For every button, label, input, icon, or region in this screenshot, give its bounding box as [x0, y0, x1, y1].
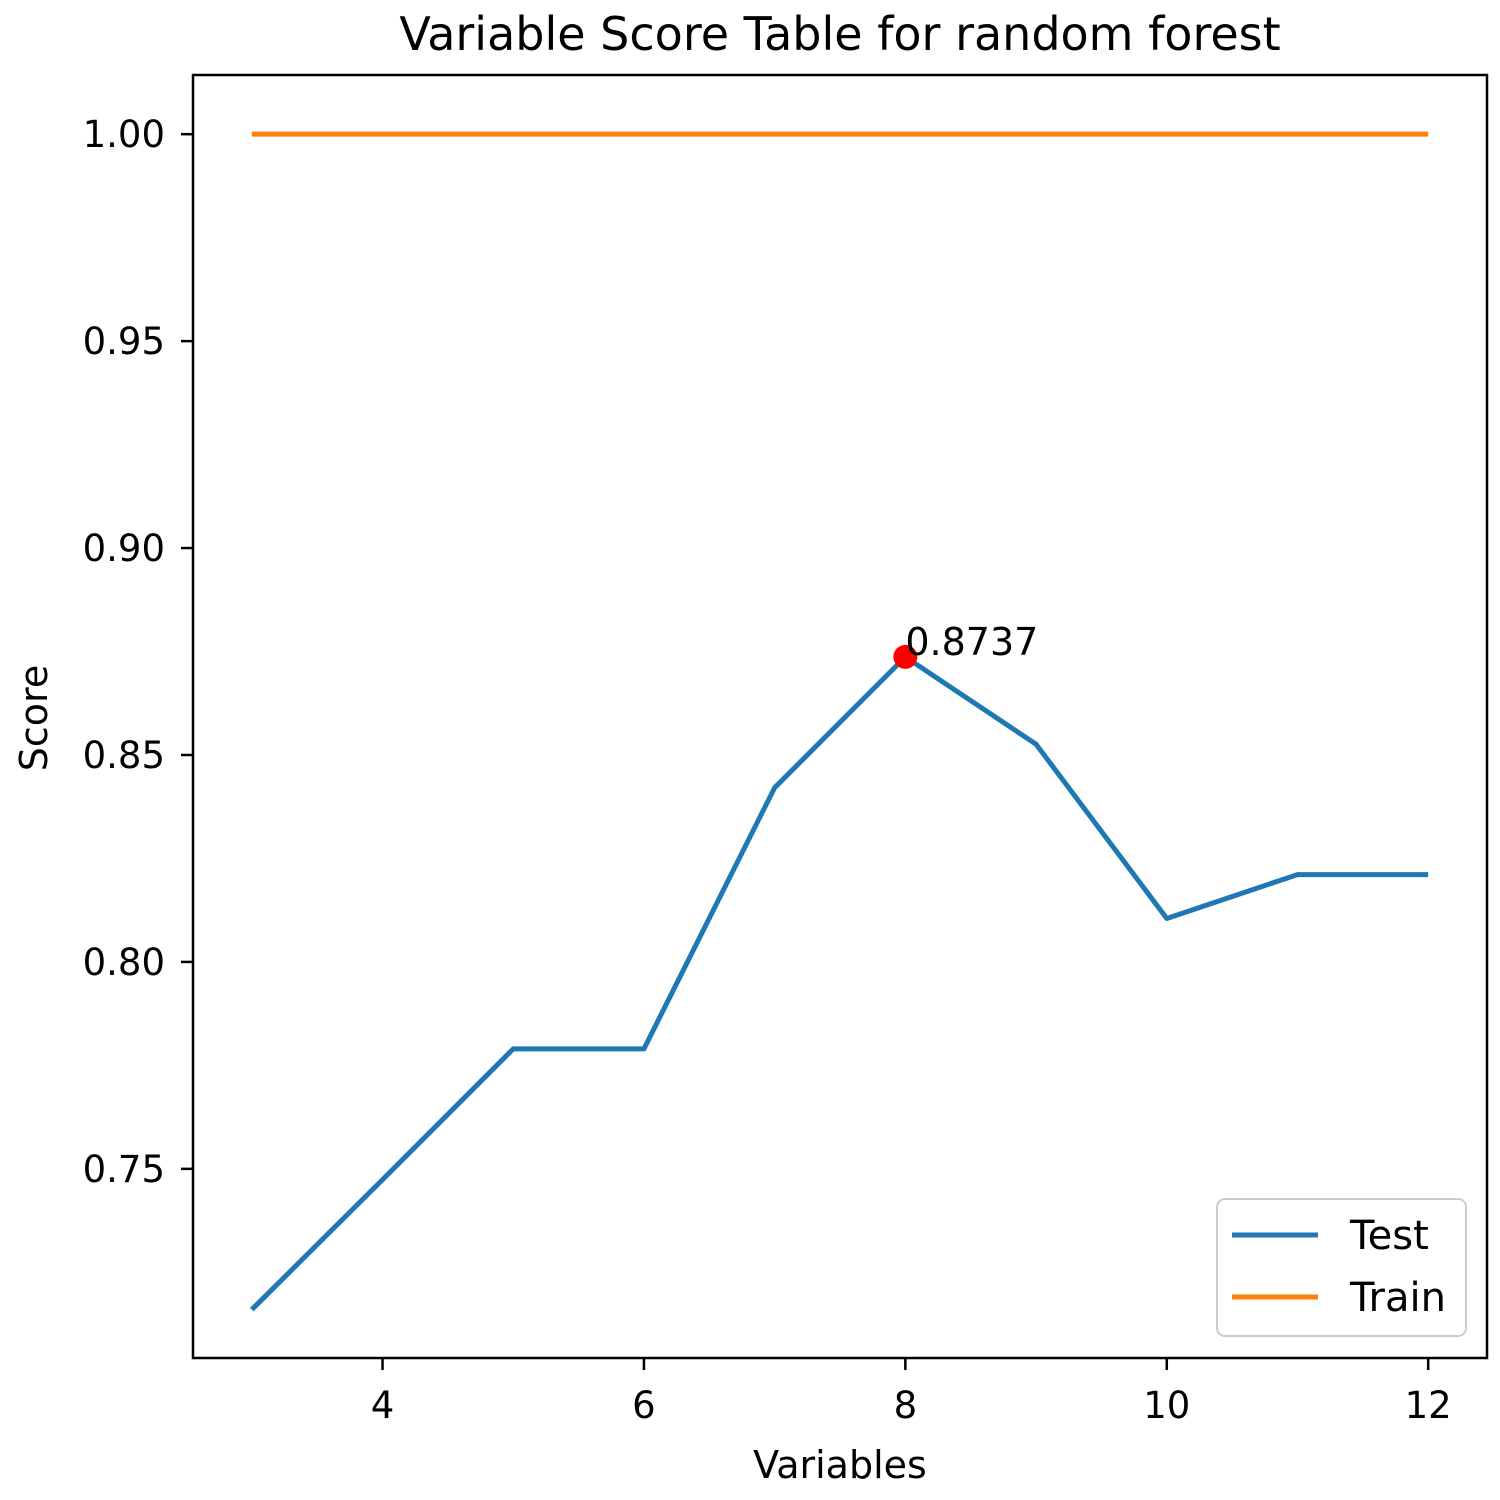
y-axis-label: Score: [12, 665, 56, 771]
y-axis: 0.75 0.80 0.85 0.90 0.95 1.00: [83, 113, 193, 1191]
x-tick-label: 6: [632, 1384, 656, 1427]
legend: Test Train: [1216, 1198, 1467, 1337]
x-axis: 4 6 8 10 12: [371, 1358, 1452, 1427]
max-point-label: 0.8737: [905, 620, 1038, 664]
max-point-marker: [893, 644, 918, 669]
annotation-layer: 0.8737: [893, 620, 1038, 669]
x-axis-label: Variables: [753, 1443, 927, 1487]
x-tick-label: 8: [894, 1384, 918, 1427]
legend-label-test: Test: [1349, 1213, 1429, 1259]
y-tick-label: 0.80: [83, 941, 165, 984]
y-tick-label: 0.75: [83, 1148, 165, 1191]
y-tick-label: 0.90: [83, 527, 165, 570]
x-tick-label: 4: [371, 1384, 395, 1427]
x-tick-label: 12: [1405, 1384, 1452, 1427]
series-line-test: [250, 654, 1429, 1312]
chart-title: Variable Score Table for random forest: [399, 7, 1280, 61]
series-layer: [250, 131, 1429, 1312]
plot-frame: [191, 73, 1489, 1360]
x-tick-label: 10: [1143, 1384, 1190, 1427]
y-tick-label: 1.00: [83, 113, 165, 156]
y-tick-label: 0.85: [83, 734, 165, 777]
y-tick-label: 0.95: [83, 320, 165, 363]
legend-label-train: Train: [1349, 1275, 1446, 1321]
